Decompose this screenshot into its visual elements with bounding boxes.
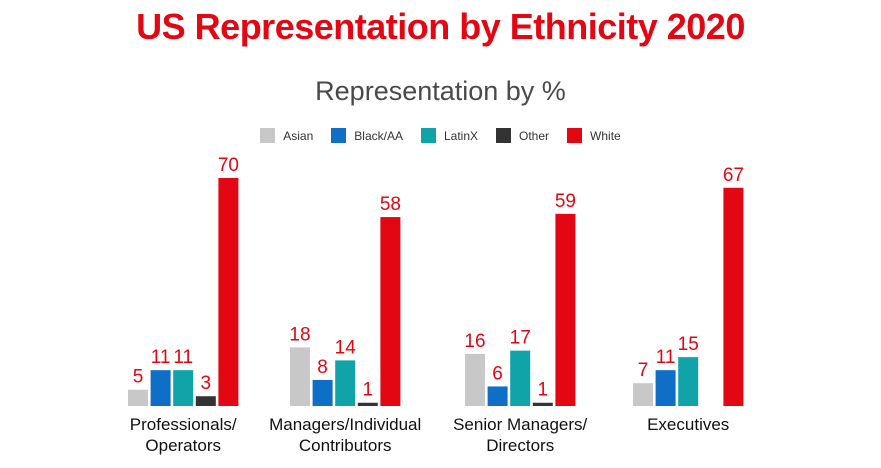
legend-swatch-asian <box>260 128 276 143</box>
legend-swatch-black-aa <box>331 128 347 143</box>
data-label-white-3: 59 <box>555 191 576 212</box>
legend-swatch-white <box>567 128 583 143</box>
data-label-white-4: 67 <box>723 165 744 186</box>
bar-white-2 <box>380 217 401 406</box>
bar-black-aa-2 <box>312 379 333 406</box>
data-label-black-aa-3: 6 <box>492 363 503 384</box>
bar-other-2 <box>357 402 378 406</box>
data-label-latinx-1: 11 <box>173 347 193 368</box>
category-label-3-line-2: Directors <box>486 436 554 455</box>
bar-white-4 <box>723 187 744 406</box>
data-label-latinx-4: 15 <box>678 334 699 355</box>
bar-latinx-3 <box>510 350 531 406</box>
category-label-2-line-1: Managers/Individual <box>269 415 421 434</box>
legend-swatch-latinx <box>420 128 436 143</box>
data-label-black-aa-4: 11 <box>656 347 676 368</box>
bar-white-3 <box>555 213 576 406</box>
legend-label-asian: Asian <box>283 128 314 143</box>
legend-item-white: White <box>567 128 621 143</box>
chart-subtitle: Representation by % <box>315 76 566 106</box>
legend-swatch-other <box>496 128 512 143</box>
data-label-latinx-3: 17 <box>510 328 531 349</box>
data-label-asian-1: 5 <box>133 367 144 388</box>
data-label-black-aa-2: 8 <box>317 357 328 378</box>
data-label-other-2: 1 <box>363 380 374 401</box>
category-label-1-line-1: Professionals/ <box>130 415 237 434</box>
category-label-2-line-2: Contributors <box>299 436 392 455</box>
legend-item-other: Other <box>496 128 549 143</box>
data-label-asian-3: 16 <box>464 331 485 352</box>
category-label-4-line-1: Executives <box>647 415 729 434</box>
bar-latinx-1 <box>173 370 194 406</box>
category-label-1-line-2: Operators <box>145 436 221 455</box>
chart-title: US Representation by Ethnicity 2020 <box>136 6 745 47</box>
bar-black-aa-1 <box>150 370 171 406</box>
bar-other-3 <box>532 402 553 406</box>
bar-white-1 <box>218 178 239 406</box>
legend-label-white: White <box>590 128 621 143</box>
data-label-asian-4: 7 <box>638 360 649 381</box>
data-label-latinx-2: 14 <box>335 337 357 358</box>
data-label-black-aa-1: 11 <box>151 347 171 368</box>
bar-other-1 <box>195 396 216 406</box>
data-label-white-2: 58 <box>380 194 401 215</box>
data-label-asian-2: 18 <box>289 324 310 345</box>
legend-item-black-aa: Black/AA <box>331 128 403 143</box>
legend-label-latinx: LatinX <box>443 128 479 143</box>
bar-asian-3 <box>465 353 485 406</box>
data-label-white-1: 70 <box>218 155 239 176</box>
bar-asian-2 <box>290 347 310 406</box>
legend-label-black-aa: Black/AA <box>354 128 403 143</box>
bar-latinx-4 <box>678 357 699 406</box>
legend: Asian Black/AA LatinX Other White <box>0 128 881 143</box>
legend-item-asian: Asian <box>260 128 313 143</box>
data-label-other-1: 3 <box>201 373 212 394</box>
bar-asian-4 <box>633 383 653 406</box>
legend-item-latinx: LatinX <box>420 128 479 143</box>
bar-latinx-2 <box>335 360 356 406</box>
category-label-3-line-1: Senior Managers/ <box>453 415 587 434</box>
data-label-other-3: 1 <box>538 380 549 401</box>
legend-label-other: Other <box>519 128 550 143</box>
bar-black-aa-4 <box>655 370 676 406</box>
bar-black-aa-3 <box>487 386 508 406</box>
bar-asian-1 <box>128 389 148 406</box>
